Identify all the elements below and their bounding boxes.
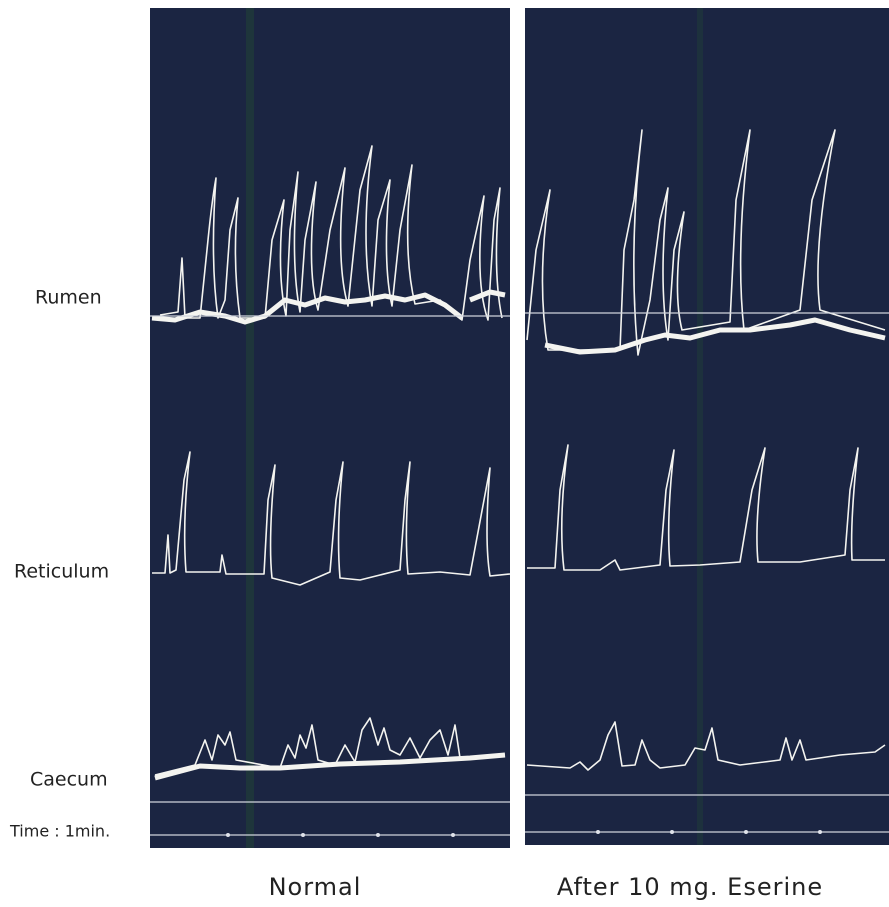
stripe bbox=[246, 8, 254, 848]
stripe bbox=[697, 8, 703, 845]
panel-caption: Normal bbox=[269, 873, 362, 901]
row-label: Rumen bbox=[35, 287, 102, 309]
row-label: Reticulum bbox=[14, 561, 109, 583]
row-label: Time : 1min. bbox=[9, 822, 110, 841]
caecum-baseline bbox=[154, 752, 506, 781]
caecum-trace bbox=[526, 721, 886, 771]
time-ticks bbox=[226, 830, 822, 837]
rumen-trace bbox=[159, 145, 503, 321]
caecum-trace bbox=[154, 717, 506, 776]
panel-normal bbox=[150, 8, 510, 848]
reticulum-trace bbox=[527, 444, 885, 571]
row-label: Caecum bbox=[30, 769, 108, 791]
panel-caption: After 10 mg. Eserine bbox=[557, 873, 823, 901]
panel-eserine bbox=[525, 8, 889, 845]
rumen-trace bbox=[526, 129, 886, 356]
reticulum-trace bbox=[152, 451, 511, 586]
